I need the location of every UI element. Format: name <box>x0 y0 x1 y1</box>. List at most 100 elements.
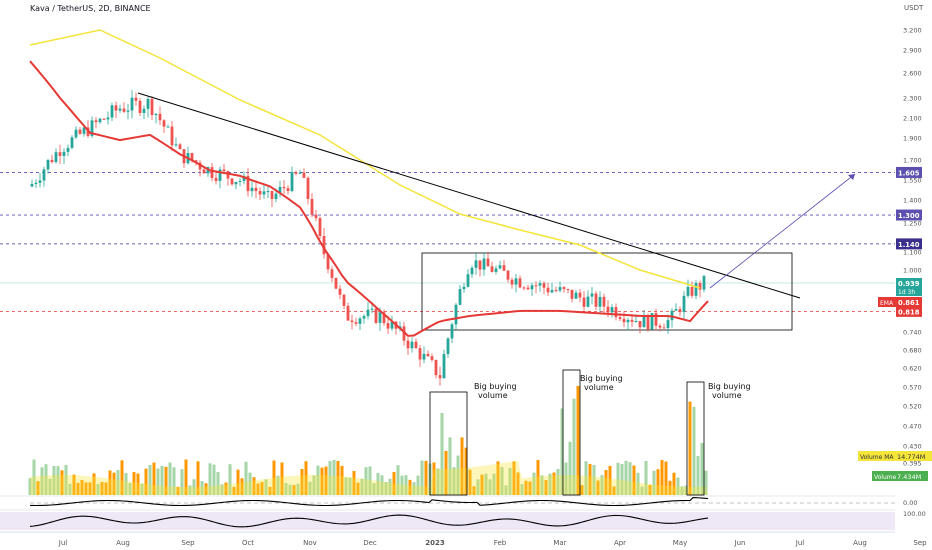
volume-bar <box>632 465 636 495</box>
candle-body <box>518 278 522 288</box>
price-tick-label: 0.520 <box>903 403 922 411</box>
volume-bar <box>576 385 580 495</box>
volume-bar <box>568 441 572 495</box>
candle-body <box>142 108 146 114</box>
volume-bar <box>656 469 660 495</box>
candle-body <box>110 105 114 118</box>
candle-body <box>638 321 642 328</box>
volume-bar <box>96 484 100 495</box>
candle-body <box>502 265 506 271</box>
candle-body <box>558 287 562 291</box>
candle-body <box>230 178 234 185</box>
volume-bar <box>420 460 424 495</box>
volume-bar <box>36 481 40 495</box>
oscillator-panes <box>0 495 895 530</box>
candle-body <box>442 354 446 379</box>
candle-body <box>262 191 266 195</box>
candle-body <box>490 266 494 272</box>
candle-body <box>522 287 526 289</box>
candle-body <box>218 169 222 181</box>
volume-bar <box>40 467 44 495</box>
candle-body <box>606 306 610 313</box>
candle-body <box>254 187 258 192</box>
candle-body <box>306 177 310 199</box>
volume-bar <box>696 456 700 495</box>
volume-bar <box>620 464 624 495</box>
ema-line <box>29 60 709 337</box>
volume-highlight-box <box>562 369 581 496</box>
candle-body <box>426 353 430 357</box>
volume-bar <box>452 467 456 495</box>
volume-bar <box>664 461 668 495</box>
volume-bar <box>540 475 544 495</box>
volume-bar <box>76 482 80 495</box>
volume-bar <box>108 470 112 495</box>
candle-body <box>322 236 326 255</box>
time-label: Feb <box>494 539 507 547</box>
volume-bar <box>388 478 392 495</box>
volume-ma-value: 14.774M <box>897 453 925 461</box>
price-tick-label: 2.300 <box>903 95 922 103</box>
volume-bar <box>652 470 656 495</box>
volume-highlight-box <box>686 381 705 496</box>
candle-body <box>330 269 334 278</box>
candle-body <box>590 293 594 297</box>
price-tick-label: 1.700 <box>903 157 922 165</box>
volume-bar <box>304 461 308 495</box>
candle-body <box>510 279 514 285</box>
time-label: Jul <box>58 539 68 547</box>
volume-bar <box>624 460 628 495</box>
volume-bar <box>644 461 648 495</box>
volume-bar <box>504 485 508 495</box>
candle-body <box>402 326 406 341</box>
candle-body <box>98 118 102 123</box>
candle-body <box>378 312 382 323</box>
volume-bar <box>292 485 296 495</box>
annotation-line2: volume <box>712 391 742 400</box>
candle-body <box>158 113 162 121</box>
candle-body <box>258 191 262 195</box>
candle-body <box>602 296 606 307</box>
volume-bar <box>704 470 708 495</box>
candle-body <box>418 348 422 360</box>
volume-bar <box>140 483 144 495</box>
volume-bar <box>308 481 312 495</box>
volume-bar <box>88 482 92 495</box>
volume-bar <box>144 468 148 495</box>
volume-bar <box>104 482 108 495</box>
volume-bar <box>356 482 360 495</box>
volume-bar <box>668 480 672 495</box>
candle-body <box>214 177 218 181</box>
volume-bar <box>320 467 324 495</box>
volume-bar <box>340 465 344 495</box>
last-price-label: 0.939 <box>898 280 920 288</box>
volume-ma-value-tag <box>896 451 932 461</box>
candle-body <box>226 171 230 179</box>
candle-body <box>202 169 206 174</box>
volume-bar <box>408 479 412 495</box>
candle-body <box>626 319 630 323</box>
candle-body <box>350 320 354 323</box>
volume-bar <box>640 486 644 495</box>
candle-body <box>70 137 74 148</box>
candle-body <box>90 120 94 136</box>
candle-body <box>238 180 242 182</box>
volume-bar <box>236 469 240 495</box>
annotation-line1: Big buying <box>708 382 751 391</box>
candle-body <box>130 97 134 111</box>
volume-bar <box>164 466 168 495</box>
candle-body <box>242 175 246 181</box>
candle-body <box>370 308 374 310</box>
time-label: Sep <box>181 539 195 547</box>
level-tag-label: 1.605 <box>898 169 920 177</box>
volume-bar <box>676 477 680 495</box>
candle-body <box>150 99 154 115</box>
candle-body <box>170 126 174 146</box>
volume-bar <box>136 473 140 495</box>
last-price-tag <box>896 278 922 296</box>
volume-bar <box>692 406 696 495</box>
price-tick-label: 0.470 <box>903 423 922 431</box>
time-label: May <box>673 539 687 547</box>
candle-body <box>246 175 250 192</box>
